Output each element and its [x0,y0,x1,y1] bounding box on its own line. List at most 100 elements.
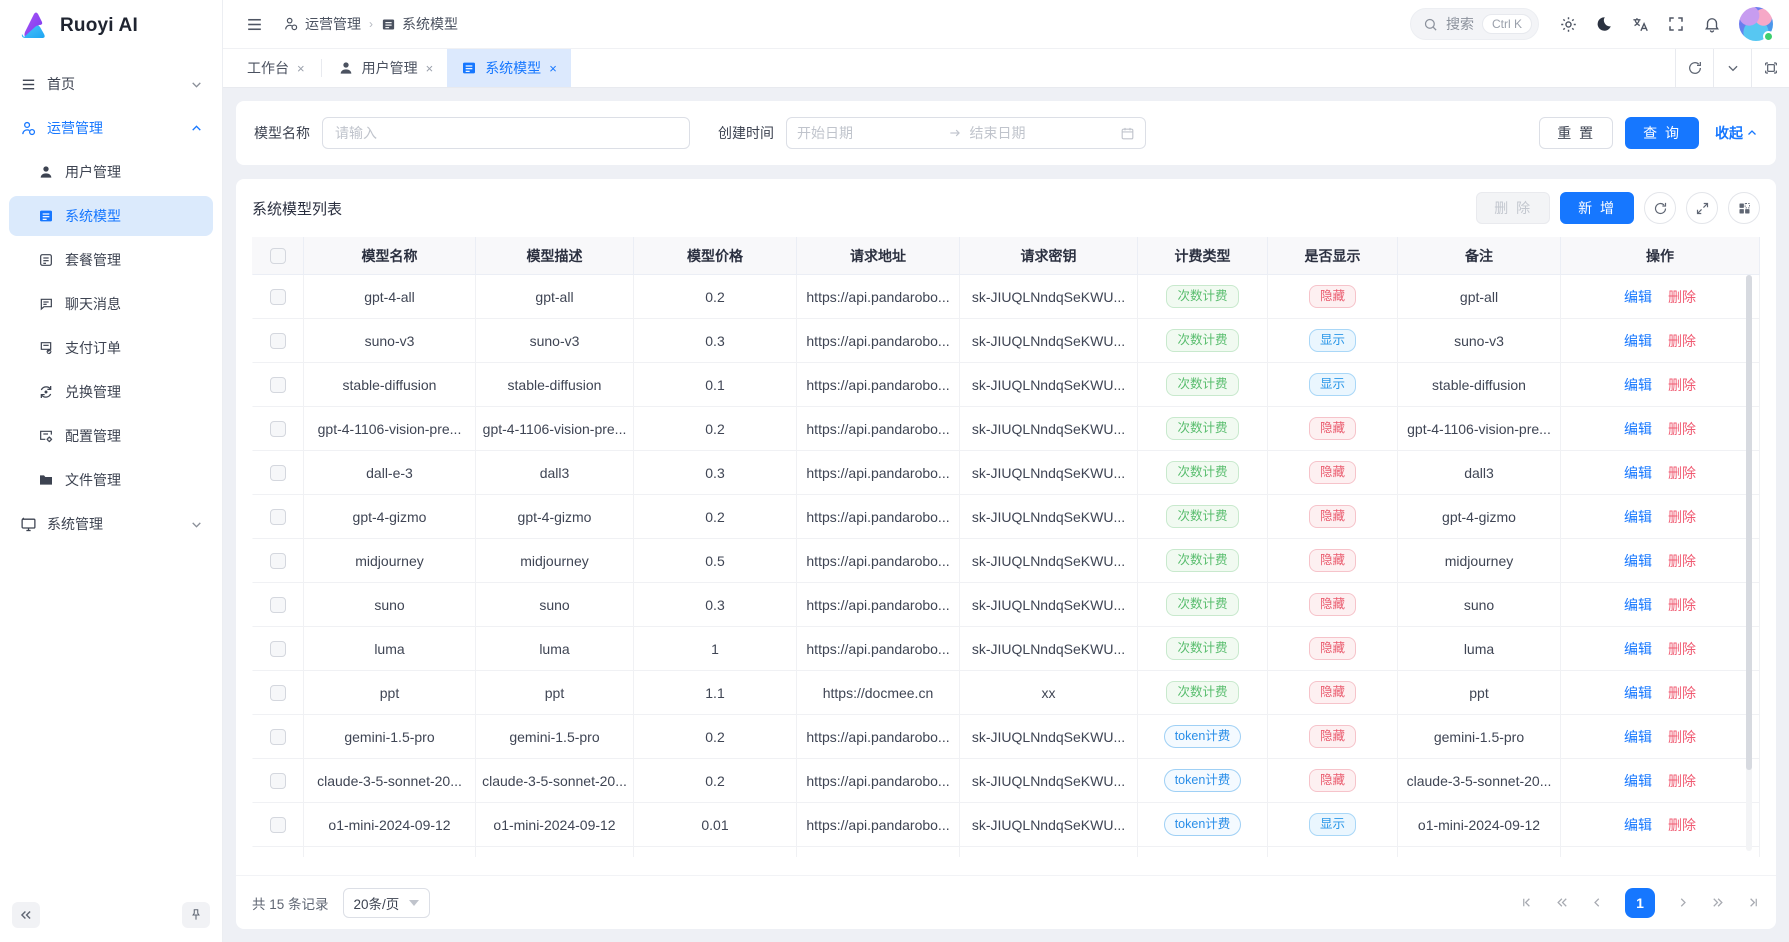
delete-link[interactable]: 删除 [1668,420,1696,437]
current-page-button[interactable]: 1 [1625,887,1655,918]
row-checkbox[interactable] [270,420,286,437]
sidebar-item-兑换管理[interactable]: 兑换管理 [9,372,213,412]
scrollbar-thumb[interactable] [1746,275,1752,771]
delete-link[interactable]: 删除 [1668,640,1696,657]
reset-button[interactable]: 重 置 [1539,117,1614,149]
model-name-input[interactable] [322,117,690,149]
cell-remark: gemini-1.5-pro [1398,715,1561,759]
column-header-是否显示: 是否显示 [1268,237,1398,275]
chevron-down-icon [190,78,203,91]
table-refresh-icon[interactable] [1644,192,1676,224]
row-checkbox[interactable] [270,376,286,393]
delete-link[interactable]: 删除 [1668,684,1696,701]
last-page-button[interactable] [1745,895,1760,910]
back-five-pages-button[interactable] [1555,895,1570,910]
row-checkbox[interactable] [270,332,286,349]
edit-link[interactable]: 编辑 [1624,508,1652,525]
sidebar-item-用户管理[interactable]: 用户管理 [9,152,213,192]
row-checkbox[interactable] [270,288,286,305]
row-checkbox[interactable] [270,464,286,481]
edit-link[interactable]: 编辑 [1624,420,1652,437]
previous-page-button[interactable] [1590,895,1605,910]
row-checkbox[interactable] [270,684,286,701]
edit-link[interactable]: 编辑 [1624,640,1652,657]
sidebar-item-系统模型[interactable]: 系统模型 [9,196,213,236]
delete-link[interactable]: 删除 [1668,376,1696,393]
edit-link[interactable]: 编辑 [1624,464,1652,481]
delete-link[interactable]: 删除 [1668,464,1696,481]
forward-five-pages-button[interactable] [1710,895,1725,910]
dark-mode-moon-icon[interactable] [1589,9,1619,39]
close-tab-icon[interactable]: × [549,60,557,76]
notifications-bell-icon[interactable] [1697,9,1727,39]
first-page-button[interactable] [1520,895,1535,910]
sidebar-collapse-button[interactable] [12,902,40,928]
tab-用户管理[interactable]: 用户管理 × [324,49,448,87]
refresh-tab-icon[interactable] [1675,49,1713,87]
visibility-badge: 隐藏 [1308,460,1356,485]
date-range-picker[interactable]: 开始日期 结束日期 [786,117,1146,149]
tab-系统模型[interactable]: 系统模型 × [447,49,571,87]
global-search[interactable]: 搜索 Ctrl K [1410,8,1539,40]
row-checkbox[interactable] [270,816,286,833]
translate-language-icon[interactable] [1625,9,1655,39]
edit-link[interactable]: 编辑 [1624,596,1652,613]
row-checkbox[interactable] [270,508,286,525]
row-checkbox[interactable] [270,728,286,745]
menu-lines-icon [19,75,37,93]
row-checkbox[interactable] [270,596,286,613]
delete-link[interactable]: 删除 [1668,332,1696,349]
cell-remark: luma [1398,627,1561,671]
tab-工作台[interactable]: 工作台 × [233,49,319,87]
edit-link[interactable]: 编辑 [1624,288,1652,305]
sidebar-item-支付订单[interactable]: 支付订单 [9,328,213,368]
hamburger-menu-icon[interactable] [239,9,269,39]
table-expand-icon[interactable] [1686,192,1718,224]
sidebar-item-聊天消息[interactable]: 聊天消息 [9,284,213,324]
sidebar-item-系统管理[interactable]: 系统管理 [9,504,213,544]
close-tab-icon[interactable]: × [425,60,434,76]
add-button[interactable]: 新 增 [1560,192,1634,224]
edit-link[interactable]: 编辑 [1624,376,1652,393]
sidebar-item-首页[interactable]: 首页 [9,64,213,104]
user-avatar[interactable] [1739,7,1774,42]
edit-link[interactable]: 编辑 [1624,728,1652,745]
delete-selected-button[interactable]: 删 除 [1476,192,1551,224]
breadcrumb-item-operations[interactable]: 运营管理 [283,14,361,34]
row-checkbox[interactable] [270,772,286,789]
edit-link[interactable]: 编辑 [1624,772,1652,789]
list-icon [37,207,55,225]
column-settings-icon[interactable] [1728,192,1760,224]
sidebar-item-运营管理[interactable]: 运营管理 [9,108,213,148]
delete-link[interactable]: 删除 [1668,728,1696,745]
delete-link[interactable]: 删除 [1668,508,1696,525]
delete-link[interactable]: 删除 [1668,552,1696,569]
vertical-scrollbar[interactable] [1746,275,1752,851]
maximize-content-icon[interactable] [1751,49,1789,87]
delete-link[interactable]: 删除 [1668,772,1696,789]
query-button[interactable]: 查 询 [1625,117,1699,149]
edit-link[interactable]: 编辑 [1624,684,1652,701]
page-size-select[interactable]: 20条/页 [342,887,431,918]
sidebar-item-套餐管理[interactable]: 套餐管理 [9,240,213,280]
edit-link[interactable]: 编辑 [1624,332,1652,349]
select-all-checkbox[interactable] [270,247,286,264]
delete-link[interactable]: 删除 [1668,816,1696,833]
collapse-filter-link[interactable]: 收起 [1715,123,1758,143]
row-checkbox[interactable] [270,640,286,657]
delete-link[interactable]: 删除 [1668,596,1696,613]
app-logo[interactable]: Ruoyi AI [0,0,222,52]
breadcrumb-item-system-model[interactable]: 系统模型 [381,14,458,34]
sidebar-item-文件管理[interactable]: 文件管理 [9,460,213,500]
close-tab-icon[interactable]: × [297,60,305,76]
next-page-button[interactable] [1675,895,1690,910]
row-checkbox[interactable] [270,552,286,569]
delete-link[interactable]: 删除 [1668,288,1696,305]
settings-gear-icon[interactable] [1553,9,1583,39]
edit-link[interactable]: 编辑 [1624,552,1652,569]
fullscreen-icon[interactable] [1661,9,1691,39]
sidebar-item-配置管理[interactable]: 配置管理 [9,416,213,456]
sidebar-pin-button[interactable] [182,902,210,928]
tab-menu-chevron-down-icon[interactable] [1713,49,1751,87]
edit-link[interactable]: 编辑 [1624,816,1652,833]
